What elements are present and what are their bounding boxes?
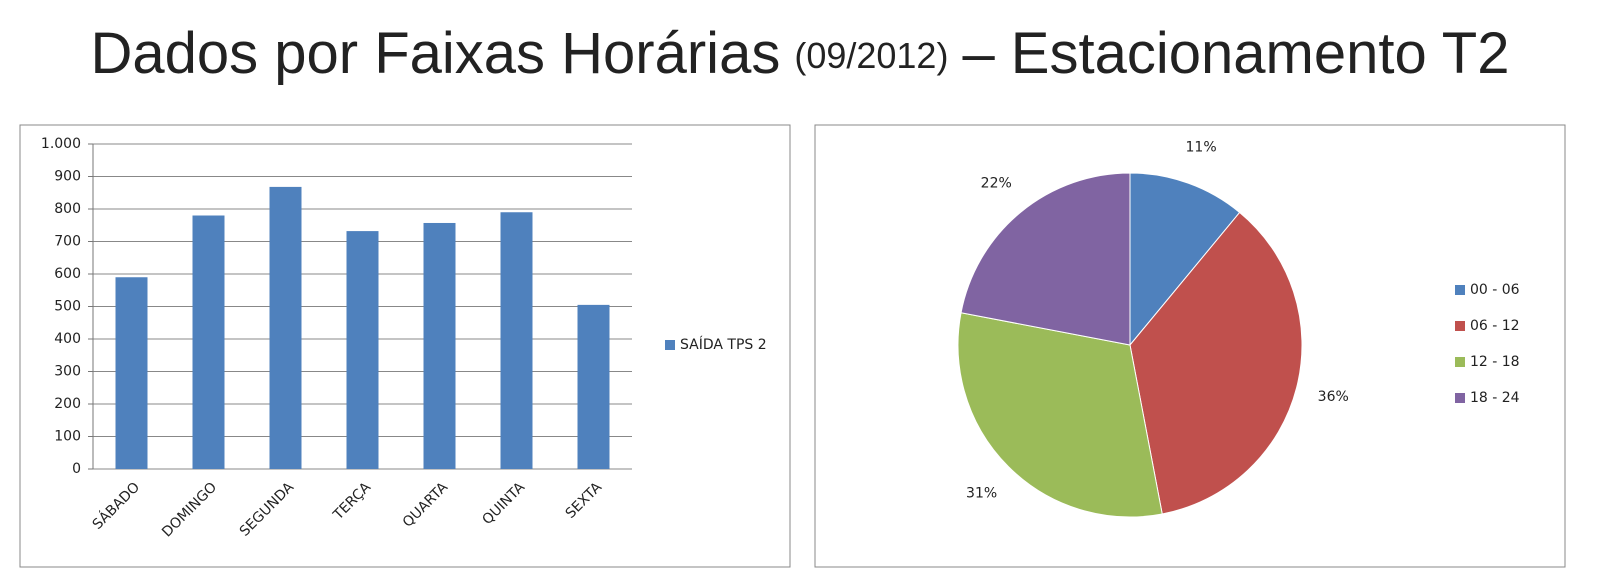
title-main: Dados por Faixas Horárias (91, 21, 781, 86)
title-date: (09/2012) (794, 35, 948, 76)
bar (346, 231, 379, 469)
bar (500, 212, 533, 469)
legend-label: SAÍDA TPS 2 (680, 336, 767, 353)
legend-label: 18 - 24 (1470, 390, 1520, 406)
bar-panel (19, 124, 791, 568)
pie-slice (1129, 172, 1241, 347)
y-tick-label: 400 (54, 331, 81, 347)
legend-label: 06 - 12 (1470, 318, 1520, 334)
data-label: 31% (966, 485, 997, 501)
data-label: 22% (981, 175, 1012, 191)
title-rest: – Estacionamento T2 (962, 21, 1509, 86)
pie-slice (960, 172, 1131, 346)
legend-swatch (1455, 321, 1465, 331)
y-tick-label: 700 (54, 234, 81, 250)
pie-chart: 11% 00 - 06 36% 06 - 12 31% 12 - 18 22% 18 - 24 (957, 140, 1520, 518)
y-tick-label: 100 (54, 429, 81, 445)
legend-label: 00 - 06 (1470, 282, 1520, 298)
bar (269, 186, 302, 469)
legend-swatch (1455, 285, 1465, 295)
data-label: 11% (1186, 140, 1217, 156)
data-label: 36% (1318, 389, 1349, 405)
legend-swatch (1455, 357, 1465, 367)
y-tick-label: 800 (54, 201, 81, 217)
pie-slice (957, 312, 1163, 518)
bar (192, 215, 225, 469)
y-tick-label: 200 (54, 396, 81, 412)
pie-slice (1129, 211, 1303, 515)
bar (115, 277, 148, 469)
legend-swatch (665, 340, 675, 350)
y-tick-label: 0 (72, 461, 81, 477)
legend-label: 12 - 18 (1470, 354, 1520, 370)
y-tick-label: 300 (54, 364, 81, 380)
bar (423, 222, 456, 469)
y-tick-label: 900 (54, 169, 81, 185)
y-tick-label: 1.000 (41, 136, 81, 152)
slide-title: Dados por Faixas Horárias (09/2012) – Esta… (91, 21, 1510, 86)
y-tick-label: 600 (54, 266, 81, 282)
legend-swatch (1455, 393, 1465, 403)
y-tick-label: 500 (54, 299, 81, 315)
bar (577, 304, 610, 469)
